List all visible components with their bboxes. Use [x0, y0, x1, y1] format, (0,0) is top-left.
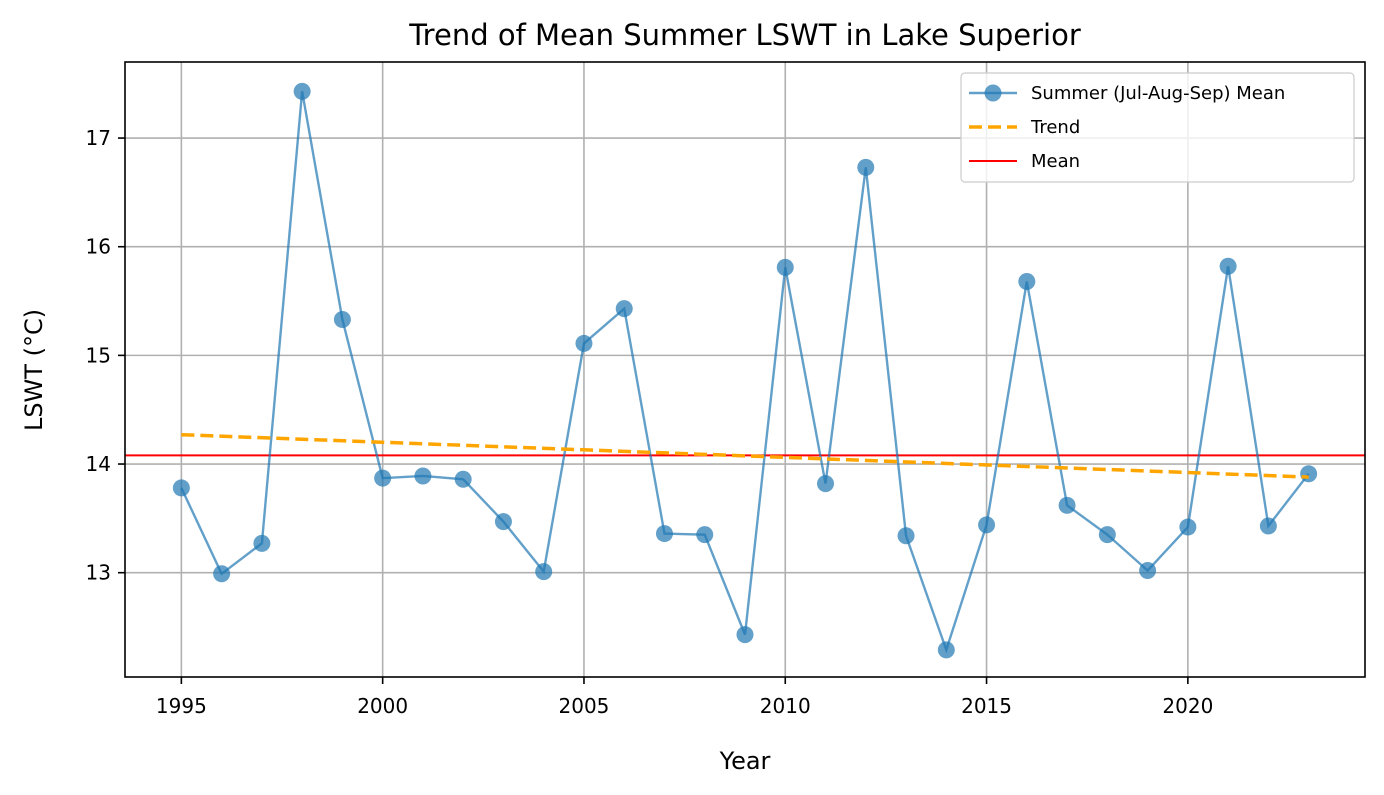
summer-mean-point	[1300, 465, 1318, 483]
legend-label: Trend	[1030, 117, 1080, 138]
summer-mean-point	[1179, 518, 1197, 536]
y-tick-label: 14	[86, 452, 111, 476]
summer-mean-point	[454, 470, 472, 488]
summer-mean-point	[374, 469, 392, 487]
plot-frame	[124, 61, 1366, 678]
x-axis: 1995 2000 2005 2010 2015 2020	[156, 677, 1213, 718]
x-tick-label: 2020	[1162, 694, 1213, 718]
summer-mean-point	[293, 82, 311, 100]
plot-area	[125, 82, 1365, 659]
legend-label: Summer (Jul-Aug-Sep) Mean	[1031, 83, 1285, 104]
summer-mean-point	[494, 513, 512, 531]
x-tick-label: 2000	[357, 694, 408, 718]
summer-mean-point	[1259, 517, 1277, 535]
legend-marker-summer-mean	[984, 84, 1002, 102]
y-tick-label: 13	[86, 561, 111, 585]
summer-mean-point	[897, 527, 915, 545]
summer-mean-point	[776, 258, 794, 276]
x-axis-label: Year	[719, 747, 771, 775]
chart-title: Trend of Mean Summer LSWT in Lake Superi…	[408, 18, 1081, 52]
y-axis: 13 14 15 16 17	[86, 126, 125, 585]
summer-mean-point	[817, 475, 835, 493]
summer-mean-point	[857, 158, 875, 176]
summer-mean-point	[172, 479, 190, 497]
summer-mean-point	[978, 516, 996, 534]
trend-line	[181, 432, 1309, 479]
summer-mean-point	[253, 534, 271, 552]
legend-label: Mean	[1031, 151, 1080, 172]
y-axis-label: LSWT (°C)	[20, 309, 48, 431]
y-tick-label: 15	[86, 343, 111, 367]
summer-mean-point	[333, 311, 351, 329]
summer-mean-point	[1139, 562, 1157, 580]
summer-mean-point	[615, 300, 633, 318]
x-tick-label: 2010	[760, 694, 811, 718]
summer-mean-point	[1098, 526, 1116, 544]
summer-mean-point	[535, 563, 553, 581]
summer-mean-point	[213, 565, 231, 583]
summer-mean-point	[736, 626, 754, 644]
x-tick-label: 2015	[961, 694, 1012, 718]
summer-mean-point	[575, 334, 593, 352]
summer-mean-point	[1219, 257, 1237, 275]
summer-mean-point	[655, 525, 673, 543]
summer-mean-point	[937, 641, 955, 659]
y-tick-label: 16	[86, 235, 111, 259]
legend-box	[960, 72, 1355, 183]
summer-mean-point	[696, 526, 714, 544]
summer-mean-point	[1058, 496, 1076, 514]
x-tick-label: 2005	[559, 694, 610, 718]
x-tick-label: 1995	[156, 694, 207, 718]
summer-mean-point	[1018, 272, 1036, 290]
legend: Summer (Jul-Aug-Sep) Mean Trend Mean	[960, 72, 1355, 183]
summer-mean-point	[414, 467, 432, 485]
y-tick-label: 17	[86, 126, 111, 150]
